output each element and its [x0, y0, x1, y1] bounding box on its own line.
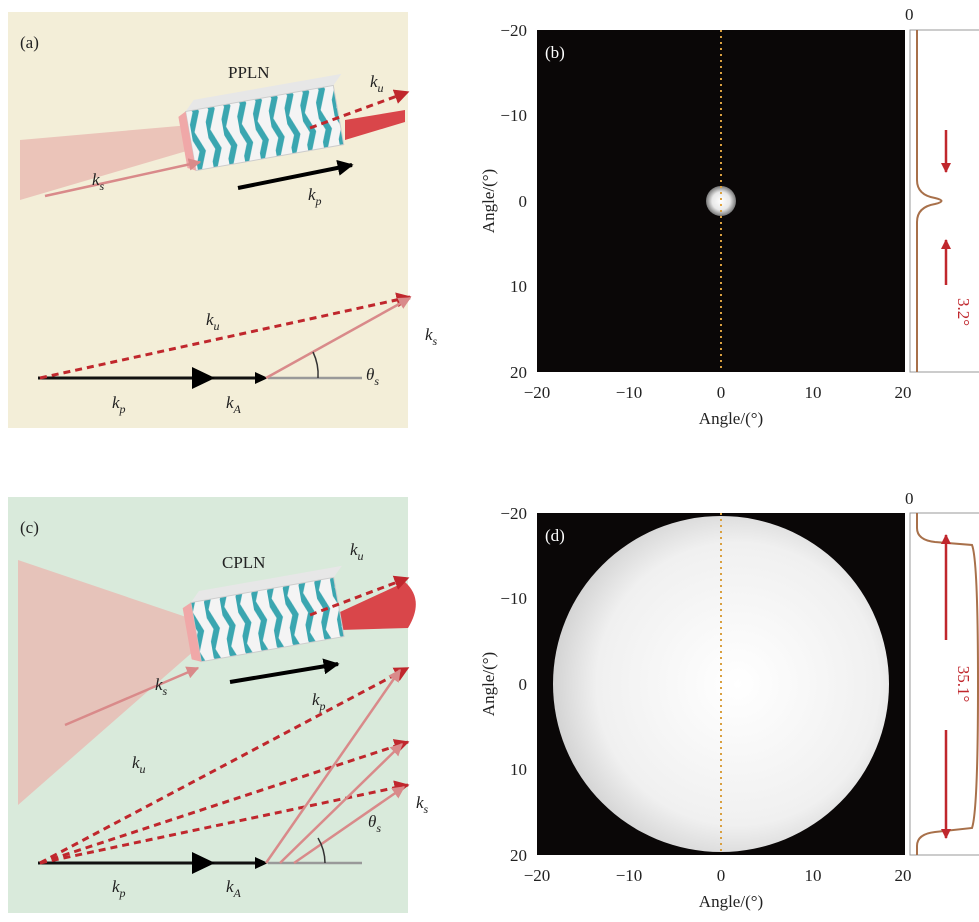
arrowhead [255, 372, 268, 384]
signal-cone [18, 560, 195, 805]
crystal-name: PPLN [228, 63, 270, 82]
vector-label: kp [312, 690, 326, 713]
output-cone [345, 110, 405, 140]
y-tick-label: −10 [500, 106, 527, 125]
profile-panel [909, 29, 979, 373]
vector-label: kp [308, 185, 322, 208]
idler-vector [309, 575, 410, 617]
width-label: 3.2° [954, 298, 973, 326]
panel-label: (b) [545, 43, 565, 62]
x-tick-label: 10 [805, 383, 822, 402]
idler-vector [39, 292, 412, 380]
vector-label: ku [350, 540, 364, 563]
arrowhead [255, 857, 268, 869]
signal-cone [20, 125, 190, 200]
profile-zero-label: 0 [905, 489, 914, 508]
idler-vector [39, 739, 410, 865]
vector-label: kA [226, 393, 242, 416]
profile-curve [916, 513, 979, 855]
signal-vector [264, 668, 402, 864]
beam-spot [706, 186, 736, 216]
y-tick-label: 0 [519, 192, 528, 211]
arrowhead [192, 367, 215, 389]
panel-b: (b) 3.2° 0 −20 −10 0 10 20 −20 −10 0 10 … [479, 5, 979, 428]
idler-vector [39, 666, 410, 865]
vector-label: ks [416, 793, 429, 816]
x-tick-label: −10 [616, 383, 643, 402]
x-tick-label: 20 [895, 866, 912, 885]
x-tick-label: −20 [524, 866, 551, 885]
angle-label: θs [366, 365, 379, 388]
crystal [178, 73, 345, 172]
angle-arc [312, 351, 319, 379]
vector-label: kp [112, 393, 126, 416]
profile-panel [909, 512, 979, 856]
y-tick-label: 10 [510, 277, 527, 296]
panel-c: (c) CPLN ku ks kp ku ks θs kp kA [8, 497, 429, 913]
panel-background [8, 12, 408, 428]
panel-d: (d) 35.1° 0 −20 −10 0 10 20 −20 −10 0 10… [479, 489, 979, 911]
vector-label: ku [206, 310, 220, 333]
x-axis-label: Angle/(°) [699, 892, 763, 911]
x-tick-label: 10 [805, 866, 822, 885]
signal-vector [279, 743, 403, 864]
crystal [182, 565, 345, 663]
vector-label: kA [226, 877, 242, 900]
vector-label: ks [155, 675, 168, 698]
panel-a: (a) PPLN ku ks kp ku ks θs kp kA [8, 12, 438, 428]
x-tick-label: 0 [717, 383, 726, 402]
vector-label: ks [92, 170, 105, 193]
angle-arc [317, 837, 326, 864]
y-tick-label: −20 [500, 504, 527, 523]
x-axis-label: Angle/(°) [699, 409, 763, 428]
crystal-name: CPLN [222, 553, 265, 572]
panel-label: (d) [545, 526, 565, 545]
x-tick-label: 20 [895, 383, 912, 402]
signal-vector [265, 296, 412, 380]
vector-label: ku [370, 72, 384, 95]
x-tick-label: −20 [524, 383, 551, 402]
panel-label: (c) [20, 518, 39, 537]
signal-vector [293, 785, 406, 865]
vector-label: ks [425, 325, 438, 348]
y-tick-label: 10 [510, 760, 527, 779]
y-tick-label: 20 [510, 363, 527, 382]
beam-spot [553, 516, 889, 852]
x-tick-label: 0 [717, 866, 726, 885]
idler-vector [309, 89, 410, 130]
pump-vector [237, 160, 354, 190]
y-tick-label: −10 [500, 589, 527, 608]
angle-label: θs [368, 812, 381, 835]
width-label: 35.1° [954, 666, 973, 703]
vector-label: ku [132, 753, 146, 776]
x-tick-label: −10 [616, 866, 643, 885]
y-axis-label: Angle/(°) [479, 652, 498, 716]
signal-vector [44, 158, 202, 198]
signal-vector [64, 666, 200, 727]
profile-curve [916, 30, 943, 372]
vector-label: kp [112, 877, 126, 900]
panel-label: (a) [20, 33, 39, 52]
y-tick-label: 0 [519, 675, 528, 694]
output-cone [340, 582, 416, 630]
y-axis-label: Angle/(°) [479, 169, 498, 233]
arrowhead [192, 852, 215, 874]
profile-zero-label: 0 [905, 5, 914, 24]
pump-vector [229, 658, 340, 684]
y-tick-label: −20 [500, 21, 527, 40]
y-tick-label: 20 [510, 846, 527, 865]
